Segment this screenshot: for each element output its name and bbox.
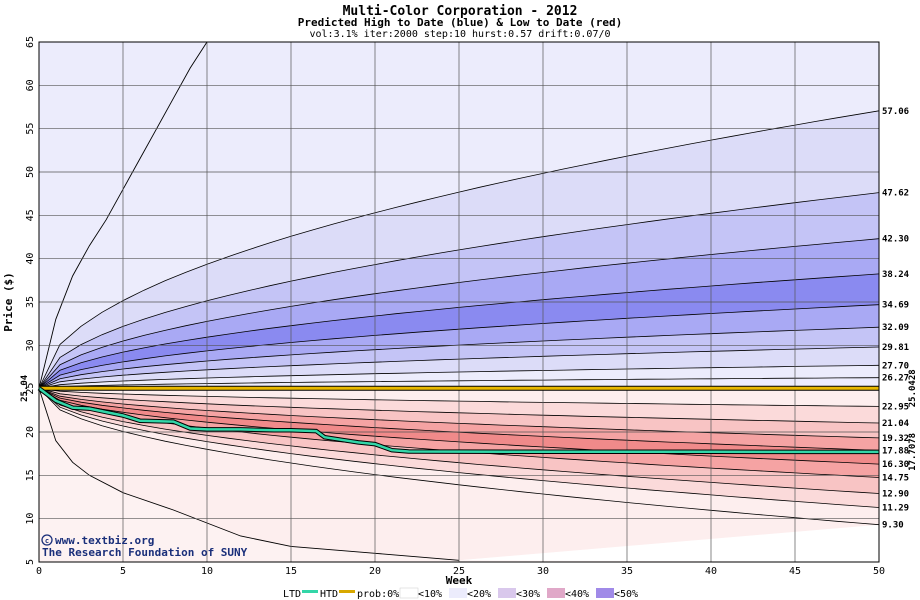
legend-ltd-label: LTD <box>283 589 301 600</box>
high-band <box>39 273 879 389</box>
simulation-parameters: vol:3.1% iter:2000 step:10 hurst:0.57 dr… <box>309 29 610 40</box>
legend-htd-swatch <box>339 590 355 593</box>
legend: LTD HTD prob:0% <10% <20% <30% <40% <50% <box>283 587 638 600</box>
credit-url: www.textbiz.org <box>55 534 154 547</box>
y-tick-label: 60 <box>25 79 36 91</box>
legend-prob-label: prob:0% <box>357 589 399 600</box>
high-band <box>39 192 879 389</box>
legend-p50-label: <50% <box>614 589 638 600</box>
ltd-final-label: 17.7078 <box>908 433 918 471</box>
y-tick-label: 20 <box>25 426 36 438</box>
start-price-label: 25.04 <box>20 374 30 402</box>
credit-organization: The Research Foundation of SUNY <box>42 546 248 559</box>
low-percentile-label: 14.75 <box>882 474 909 484</box>
x-tick-label: 15 <box>285 566 297 577</box>
y-tick-label: 35 <box>25 296 36 308</box>
legend-swatch-40 <box>596 588 614 598</box>
legend-swatch-0 <box>399 587 419 599</box>
y-tick-label: 65 <box>25 36 36 48</box>
extreme-lower-line <box>39 388 460 561</box>
y-tick-label: 30 <box>25 339 36 351</box>
low-percentile-label: 9.30 <box>882 521 904 531</box>
high-band <box>39 238 879 389</box>
ltd-line <box>38 387 880 454</box>
low-percentile-label: 19.32 <box>882 434 909 444</box>
legend-p10-label: <10% <box>418 589 442 600</box>
y-tick-label: 10 <box>25 513 36 525</box>
y-tick-label: 40 <box>25 253 36 265</box>
x-tick-label: 35 <box>621 566 633 577</box>
high-percentile-label: 57.06 <box>882 107 909 117</box>
y-tick-label: 50 <box>25 166 36 178</box>
x-tick-label: 50 <box>873 566 885 577</box>
legend-swatch-20 <box>498 588 516 598</box>
chart-subtitle: Predicted High to Date (blue) & Low to D… <box>298 16 623 29</box>
y-tick-label: 45 <box>25 209 36 221</box>
y-tick-label: 55 <box>25 123 36 135</box>
high-percentile-label: 38.24 <box>882 270 910 280</box>
x-tick-label: 10 <box>201 566 213 577</box>
low-band <box>39 388 879 465</box>
legend-htd-label: HTD <box>320 589 338 600</box>
legend-p30-label: <30% <box>516 589 540 600</box>
low-percentile-label: 11.29 <box>882 503 909 513</box>
x-tick-label: 25 <box>453 566 465 577</box>
plot-frame <box>38 41 880 563</box>
high-percentile-label: 26.27 <box>882 374 909 384</box>
low-percentile-label: 22.95 <box>882 402 909 412</box>
low-band <box>39 388 879 561</box>
high-percentile-label: 34.69 <box>882 301 909 311</box>
low-percentile-label: 17.88 <box>882 446 909 456</box>
x-tick-label: 40 <box>705 566 717 577</box>
x-tick-label: 5 <box>120 566 126 577</box>
htd-final-label: 25.0428 <box>908 369 918 407</box>
y-tick-label: 15 <box>25 469 36 481</box>
copyright-icon <box>41 534 53 546</box>
legend-swatch-30 <box>547 588 565 598</box>
x-tick-label: 0 <box>36 566 42 577</box>
legend-p40-label: <40% <box>565 589 589 600</box>
legend-p20-label: <20% <box>467 589 491 600</box>
low-band <box>39 388 879 494</box>
x-axis-label: Week <box>446 574 473 587</box>
y-axis-label: Price ($) <box>2 272 15 332</box>
high-percentile-label: 32.09 <box>882 323 909 333</box>
y-tick-label: 5 <box>25 559 36 565</box>
x-tick-label: 45 <box>789 566 801 577</box>
x-tick-label: 30 <box>537 566 549 577</box>
y-tick-label: 25 <box>25 383 36 395</box>
high-percentile-label: 29.81 <box>882 343 909 353</box>
low-percentile-label: 16.30 <box>882 460 909 470</box>
plot-area: 0 5 10 15 20 25 30 35 40 45 5051015202530354045505… <box>20 36 918 577</box>
copyright-icon-letter: c <box>45 537 49 545</box>
chart-title: Multi-Color Corporation - 2012 <box>343 4 578 19</box>
low-percentile-label: 21.04 <box>882 419 910 429</box>
legend-ltd-swatch <box>302 590 318 593</box>
high-percentile-label: 42.30 <box>882 235 909 245</box>
low-percentile-label: 12.90 <box>882 490 909 500</box>
credit-block: c www.textbiz.org The Research Foundatio… <box>41 534 248 559</box>
high-percentile-label: 47.62 <box>882 189 909 199</box>
high-band <box>39 304 879 389</box>
legend-swatch-10 <box>449 588 467 598</box>
x-tick-label: 20 <box>369 566 381 577</box>
high-percentile-label: 27.70 <box>882 361 909 371</box>
low-band <box>39 388 879 478</box>
low-band <box>39 388 879 451</box>
